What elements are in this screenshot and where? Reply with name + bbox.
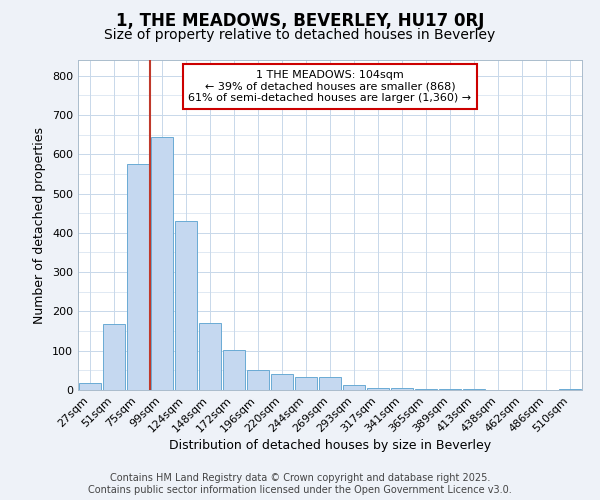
Bar [175,221,197,390]
X-axis label: Distribution of detached houses by size in Beverley: Distribution of detached houses by size … [169,440,491,452]
Text: Size of property relative to detached houses in Beverley: Size of property relative to detached ho… [104,28,496,42]
Bar [103,324,125,390]
Bar [151,138,173,390]
Bar [367,388,389,390]
Bar [271,374,293,390]
Bar [199,323,221,390]
Text: Contains HM Land Registry data © Crown copyright and database right 2025.
Contai: Contains HM Land Registry data © Crown c… [88,474,512,495]
Text: 1, THE MEADOWS, BEVERLEY, HU17 0RJ: 1, THE MEADOWS, BEVERLEY, HU17 0RJ [116,12,484,30]
Bar [559,389,581,390]
Bar [127,164,149,390]
Bar [247,370,269,390]
Bar [79,383,101,390]
Bar [439,389,461,390]
Bar [295,378,317,390]
Bar [343,386,365,390]
Text: 1 THE MEADOWS: 104sqm
← 39% of detached houses are smaller (868)
61% of semi-det: 1 THE MEADOWS: 104sqm ← 39% of detached … [188,70,472,103]
Bar [319,378,341,390]
Bar [463,389,485,390]
Bar [415,389,437,390]
Bar [223,350,245,390]
Bar [391,388,413,390]
Y-axis label: Number of detached properties: Number of detached properties [34,126,46,324]
